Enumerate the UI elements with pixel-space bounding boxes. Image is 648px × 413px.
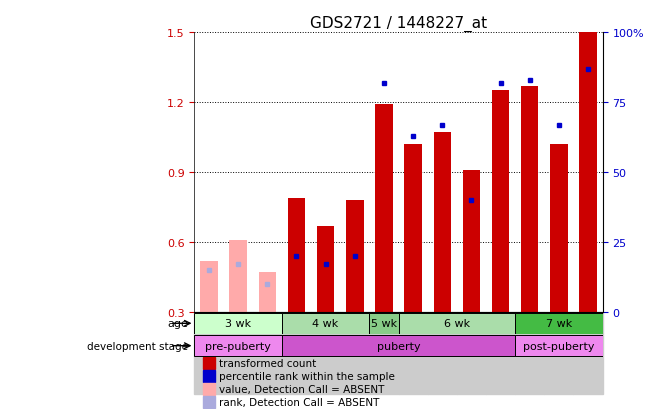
Bar [203,383,215,395]
Text: post-puberty: post-puberty [523,341,595,351]
Bar [369,312,399,394]
Bar [203,370,215,382]
Bar [434,133,451,312]
Bar [311,312,340,394]
Bar [282,312,311,394]
Text: 7 wk: 7 wk [546,318,572,328]
Bar [194,335,282,356]
Text: 3 wk: 3 wk [225,318,251,328]
Bar [579,33,597,312]
Bar [521,87,538,312]
Title: GDS2721 / 1448227_at: GDS2721 / 1448227_at [310,16,487,32]
Bar [317,226,334,312]
Bar [375,105,393,312]
Bar [194,313,282,334]
Bar [203,358,215,369]
Text: puberty: puberty [376,341,421,351]
Bar [369,313,399,334]
Bar [544,312,573,394]
Bar [399,312,428,394]
Bar [346,201,364,312]
Bar [229,240,247,312]
Bar [463,170,480,312]
Bar [573,312,603,394]
Bar [550,145,568,312]
Bar [282,313,369,334]
Bar [486,312,515,394]
Text: rank, Detection Call = ABSENT: rank, Detection Call = ABSENT [219,397,379,407]
Text: 4 wk: 4 wk [312,318,339,328]
Text: pre-puberty: pre-puberty [205,341,271,351]
Text: value, Detection Call = ABSENT: value, Detection Call = ABSENT [219,384,384,394]
Bar [203,396,215,408]
Bar [399,313,515,334]
Bar [515,335,603,356]
Bar [288,198,305,312]
Text: age: age [167,318,188,328]
Bar [457,312,486,394]
Text: 6 wk: 6 wk [444,318,470,328]
Bar [194,312,224,394]
Bar [282,335,515,356]
Text: 5 wk: 5 wk [371,318,397,328]
Bar [259,273,276,312]
Bar [492,91,509,312]
Bar [515,313,603,334]
Text: development stage: development stage [87,341,188,351]
Bar [428,312,457,394]
Bar [224,312,253,394]
Bar [200,261,218,312]
Text: transformed count: transformed count [219,358,316,368]
Bar [515,312,544,394]
Bar [253,312,282,394]
Text: percentile rank within the sample: percentile rank within the sample [219,371,395,381]
Bar [340,312,369,394]
Bar [404,145,422,312]
